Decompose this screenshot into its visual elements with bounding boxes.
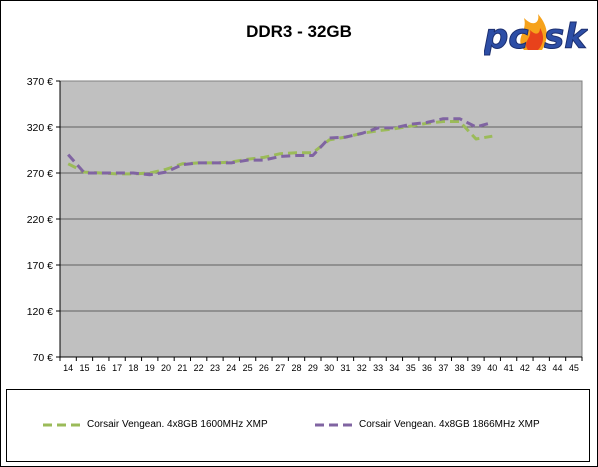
x-tick-label: 15 (79, 363, 89, 373)
x-tick-label: 16 (96, 363, 106, 373)
x-tick-label: 32 (357, 363, 367, 373)
x-tick-label: 30 (324, 363, 334, 373)
x-tick-label: 25 (243, 363, 253, 373)
x-tick-label: 19 (145, 363, 155, 373)
x-tick-label: 27 (275, 363, 285, 373)
y-tick-label: 370 € (27, 76, 53, 88)
x-tick-label: 40 (487, 363, 497, 373)
x-tick-label: 29 (308, 363, 318, 373)
legend-item-1600: Corsair Vengean. 4x8GB 1600MHz XMP (43, 419, 268, 430)
x-tick-label: 45 (569, 363, 579, 373)
x-tick-label: 18 (128, 363, 138, 373)
x-tick-label: 24 (226, 363, 236, 373)
svg-text:sk: sk (544, 17, 588, 57)
x-tick-label: 14 (63, 363, 73, 373)
x-tick-label: 43 (536, 363, 546, 373)
chart-legend: Corsair Vengean. 4x8GB 1600MHz XMP Corsa… (6, 389, 590, 462)
y-tick-label: 120 € (27, 306, 53, 318)
x-tick-label: 28 (292, 363, 302, 373)
chart-title: DDR3 - 32GB (246, 22, 352, 41)
x-tick-label: 37 (438, 363, 448, 373)
y-tick-label: 270 € (27, 168, 53, 180)
x-tick-label: 26 (259, 363, 269, 373)
x-tick-label: 31 (340, 363, 350, 373)
x-tick-label: 17 (112, 363, 122, 373)
x-tick-label: 21 (177, 363, 187, 373)
x-tick-label: 22 (194, 363, 204, 373)
x-tick-label: 36 (422, 363, 432, 373)
x-tick-label: 42 (520, 363, 530, 373)
line-chart: 70 € 120 € 170 € 220 € 270 € 320 € 370 € 14 15 16… (27, 76, 583, 373)
x-tick-label: 35 (406, 363, 416, 373)
svg-text:pc: pc (484, 17, 529, 57)
x-tick-label: 44 (553, 363, 563, 373)
legend-item-1866: Corsair Vengean. 4x8GB 1866MHz XMP (315, 419, 540, 430)
x-tick-label: 41 (504, 363, 514, 373)
x-tick-label: 38 (455, 363, 465, 373)
pcsk-logo: pc sk (484, 14, 588, 58)
x-tick-label: 20 (161, 363, 171, 373)
y-tick-label: 170 € (27, 260, 53, 272)
y-tick-label: 320 € (27, 122, 53, 134)
x-tick-label: 23 (210, 363, 220, 373)
legend-swatch-1866 (315, 423, 353, 426)
y-tick-label: 70 € (33, 352, 54, 364)
y-tick-label: 220 € (27, 214, 53, 226)
legend-swatch-1600 (43, 423, 81, 426)
x-tick-label: 39 (471, 363, 481, 373)
legend-label-1600: Corsair Vengean. 4x8GB 1600MHz XMP (87, 419, 268, 430)
series-line-1866 (67, 117, 493, 177)
x-tick-label: 34 (389, 363, 399, 373)
x-tick-label: 33 (373, 363, 383, 373)
legend-label-1866: Corsair Vengean. 4x8GB 1866MHz XMP (359, 419, 540, 430)
